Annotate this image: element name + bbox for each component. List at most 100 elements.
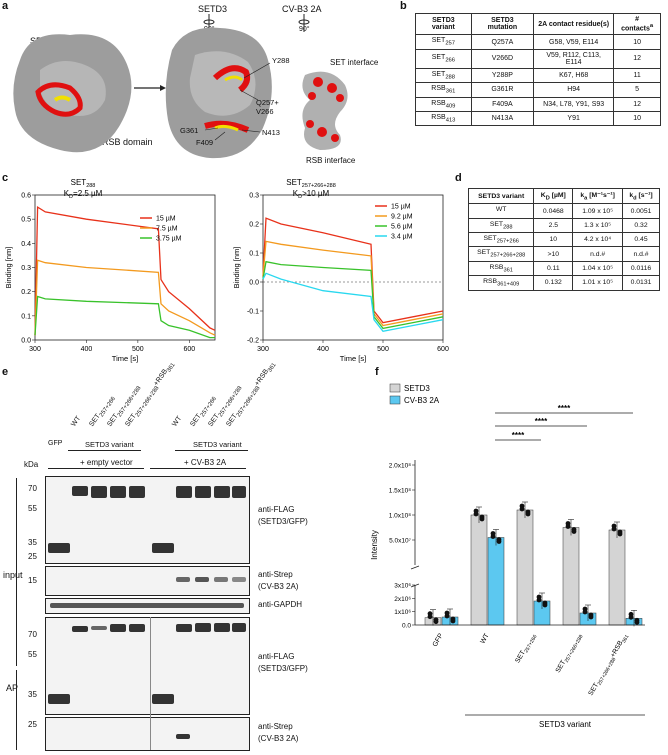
residue-pointers [204,62,271,141]
mw-marker: 35 [28,538,37,547]
mw-marker: 55 [28,650,37,659]
table-row: SET257 Q257A G58, V59, E114 10 [415,34,661,50]
x-tick-label: 300 [29,346,41,353]
data-point [496,539,502,544]
table-row: RSB361+409 0.132 1.01 x 10⁵ 0.0131 [467,275,660,291]
significance-label: **** [558,404,571,413]
x-tick-label: 500 [132,346,144,353]
ap-label: AP [6,683,19,693]
structure-illustration [13,14,348,159]
data-point [450,618,456,624]
x-tick-label: 500 [377,346,389,353]
cvb3-vector-label: + CV-B3 2A [184,458,227,467]
y-tick-label: 0.0 [249,280,259,287]
data-point [525,511,531,517]
variant-label-empty: SETD3 variant [85,440,134,449]
mw-marker: 25 [28,552,37,561]
residue-label: F409 [196,138,214,147]
input-label: input [3,570,23,580]
rsb-interface-label: RSB interface [306,156,356,165]
intensity-bar-chart: 5.0x10⁷ 1.0x10⁸ 1.5x10⁸ 2.0x10⁸ 0.0 1x10⁶ 2x10… [370,383,645,729]
antibody-label: anti-Strep [258,722,293,731]
legend-label: 9.2 µM [391,214,413,221]
cvb3-label: CV-B3 2A [282,4,322,14]
plot-frame [262,194,444,341]
bar [608,529,626,626]
data-point [634,619,640,625]
x-tick-label: 300 [257,346,269,353]
table-header: 2A contact residue(s) [533,12,615,36]
kd-label: KD>10 µM [293,189,330,200]
x-axis-label: Time [s] [340,354,366,363]
panel-label-d: d [455,172,462,184]
table-row: RSB361 0.11 1.04 x 10⁵ 0.0116 [467,260,660,277]
table-header: KD [µM] [533,187,574,205]
interface-structure [302,71,348,150]
legend-label: 3.75 µM [156,236,182,243]
y-tick-label: 0.2 [249,222,259,229]
table-row: RSB361 G361R H94 5 [415,82,661,98]
axis-break [410,583,420,588]
table-row: RSB409 F409A N34, L78, Y91, S93 12 [415,96,661,112]
lane-label: WT [171,415,184,429]
y-tick-label: 1.0x10⁸ [389,513,412,520]
antibody-label: anti-GAPDH [258,600,303,609]
data-point [565,524,571,529]
rsb-domain-label: RSB domain [102,137,153,147]
y-tick-label: -0.1 [247,309,259,316]
kinetics-table: SETD3 variant KD [µM] ka [M⁻¹s⁻¹] kd [s⁻… [467,187,660,291]
x-tick-label: 600 [437,346,449,353]
y-tick-label: 0.6 [21,193,31,200]
residue-label: G361 [180,126,199,135]
x-tick-label: 400 [317,346,329,353]
mw-marker: 70 [28,484,37,493]
data-point [571,529,577,534]
set-interface-label: SET interface [330,58,379,67]
significance-label: **** [535,417,548,426]
blot-gapdh [45,598,250,614]
legend-label: 3.4 µM [391,234,413,241]
blot-input-flag [45,476,250,564]
bar [487,537,505,626]
y-tick-label: 5.0x10⁷ [389,538,412,545]
x-tick-label: GFP [432,632,445,648]
mw-marker: 35 [28,690,37,699]
residue-label: Y288 [272,56,290,65]
y-tick-label: 0.0 [402,623,411,630]
y-tick-label: 0.3 [249,193,259,200]
kd-label: KD=2.5 µM [64,189,103,200]
blot-input-strep [45,566,250,596]
lane-label: GFP [48,440,63,447]
x-axis-label: Time [s] [112,354,138,363]
x-tick-label: 400 [81,346,93,353]
antibody-label: anti-FLAG [258,652,295,661]
table-header: SETD3 mutation [470,12,535,36]
empty-vector-label: + empty vector [80,458,133,467]
residue-label: V266 [256,107,274,116]
data-point [519,506,525,512]
series-line [262,260,444,330]
x-tick-label: SET257+266+288 [555,632,585,675]
y-tick-label: 0.2 [21,289,31,296]
blot-ap-flag [45,617,250,715]
y-tick-label: -0.2 [247,338,259,345]
y-tick-label: 0.4 [21,241,31,248]
data-point [536,597,542,603]
y-tick-label: 1x10⁶ [394,609,411,616]
y-tick-label: 0.3 [21,265,31,272]
data-point [582,609,588,615]
y-axis-label: Binding [nm] [4,247,13,289]
bli-chart-set288: 300 400 500 600 0.0 0.1 0.2 0.3 0.4 0.5 0.6 15 µM 7.… [4,178,216,363]
mw-marker: 15 [28,576,37,585]
variant-label-cvb3: SETD3 variant [193,440,242,449]
plot-frame [34,194,216,341]
rotation-icon-2 [298,14,310,32]
series-line [34,205,216,336]
antibody-label: (SETD3/GFP) [258,517,308,526]
x-tick-label: SET257+266 [514,632,538,665]
mw-marker: 70 [28,630,37,639]
data-point [473,511,479,517]
table-header: SETD3 variant [415,12,472,36]
legend-label: 7.5 µM [156,226,178,233]
data-point [433,619,439,625]
